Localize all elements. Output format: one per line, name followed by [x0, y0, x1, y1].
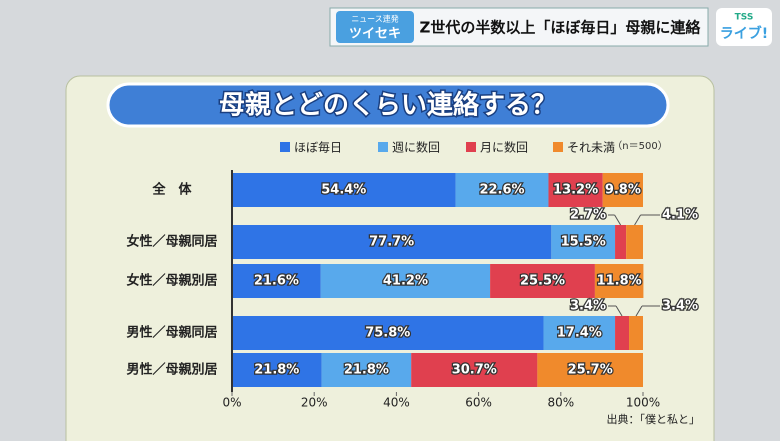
bar-segment: [490, 264, 595, 298]
leader-line: [634, 214, 642, 226]
x-tick-label: 20%: [301, 396, 328, 410]
legend-label: 月に数回: [480, 140, 528, 155]
bar-segment: [232, 316, 544, 350]
logo-box: [716, 8, 772, 46]
category-label: 女性／母親同居: [126, 234, 217, 250]
category-label: 男性／母親別居: [126, 362, 217, 378]
value-label: 25.5%: [520, 274, 565, 289]
source: 出典：「僕と私と」: [607, 412, 701, 426]
value-label: 21.8%: [254, 363, 299, 378]
value-label: 4.1%: [662, 208, 698, 223]
bar-segment: [615, 316, 630, 350]
legend-swatch: [378, 142, 388, 152]
bar-segment: [602, 173, 643, 207]
bar-segment: [551, 225, 616, 259]
value-label: 25.7%: [568, 363, 613, 378]
chart-title: 母親とどのくらい連絡する？: [219, 90, 557, 121]
bar-segment: [626, 225, 643, 259]
leader-line: [614, 214, 622, 226]
category-label: 女性／母親別居: [126, 273, 217, 289]
leader-line: [615, 305, 623, 317]
x-tick-label: 60%: [465, 396, 492, 410]
bar-segment: [232, 264, 321, 298]
logo: ライブ!: [720, 25, 768, 42]
note: （n＝500）: [612, 140, 667, 152]
value-label: 54.4%: [321, 183, 366, 198]
corner-tag: ニュース連発: [351, 14, 399, 24]
legend-swatch: [466, 142, 476, 152]
bar-segment: [320, 264, 491, 298]
leader-line: [635, 305, 643, 317]
value-label: 13.2%: [553, 183, 598, 198]
value-label: 41.2%: [383, 274, 428, 289]
x-tick-label: 80%: [547, 396, 574, 410]
value-label: 9.8%: [605, 183, 641, 198]
value-label: 21.8%: [344, 363, 389, 378]
title-bar: [106, 82, 670, 128]
legend-label: それ未満: [567, 141, 615, 155]
value-label: 2.7%: [570, 208, 606, 223]
bar-segment: [232, 173, 456, 207]
bar-segment: [537, 353, 643, 387]
bar-segment: [455, 173, 549, 207]
bar-segment: [548, 173, 603, 207]
value-label: 77.7%: [369, 235, 414, 250]
bar-segment: [321, 353, 412, 387]
value-label: 30.7%: [452, 363, 497, 378]
corner-badge: [336, 11, 414, 43]
value-label: 15.5%: [561, 235, 606, 250]
bar-segment: [411, 353, 538, 387]
value-label: 21.6%: [254, 274, 299, 289]
bar-segment: [629, 316, 643, 350]
legend-swatch: [553, 142, 563, 152]
bar-segment: [232, 225, 552, 259]
bar-segment: [615, 225, 627, 259]
bar-segment: [232, 353, 322, 387]
legend-swatch: [280, 142, 290, 152]
category-label: 男性／母親同居: [126, 325, 217, 341]
legend-label: 週に数回: [392, 140, 440, 155]
corner-name: ツイセキ: [349, 27, 401, 42]
headline: Z世代の半数以上「ほぼ毎日」母親に連絡: [420, 19, 702, 37]
value-label: 75.8%: [365, 326, 410, 341]
x-tick-label: 0%: [222, 396, 241, 410]
logo-top: TSS: [735, 13, 754, 23]
value-label: 11.8%: [597, 274, 642, 289]
value-label: 22.6%: [479, 183, 524, 198]
category-label: 全 体: [151, 182, 192, 198]
value-label: 3.4%: [662, 299, 698, 314]
x-tick-label: 40%: [383, 396, 410, 410]
bar-segment: [543, 316, 616, 350]
bar-segment: [594, 264, 644, 298]
value-label: 17.4%: [557, 326, 602, 341]
value-label: 3.4%: [570, 299, 606, 314]
x-tick-label: 100%: [626, 396, 660, 410]
legend-label: ほぼ毎日: [294, 140, 342, 155]
